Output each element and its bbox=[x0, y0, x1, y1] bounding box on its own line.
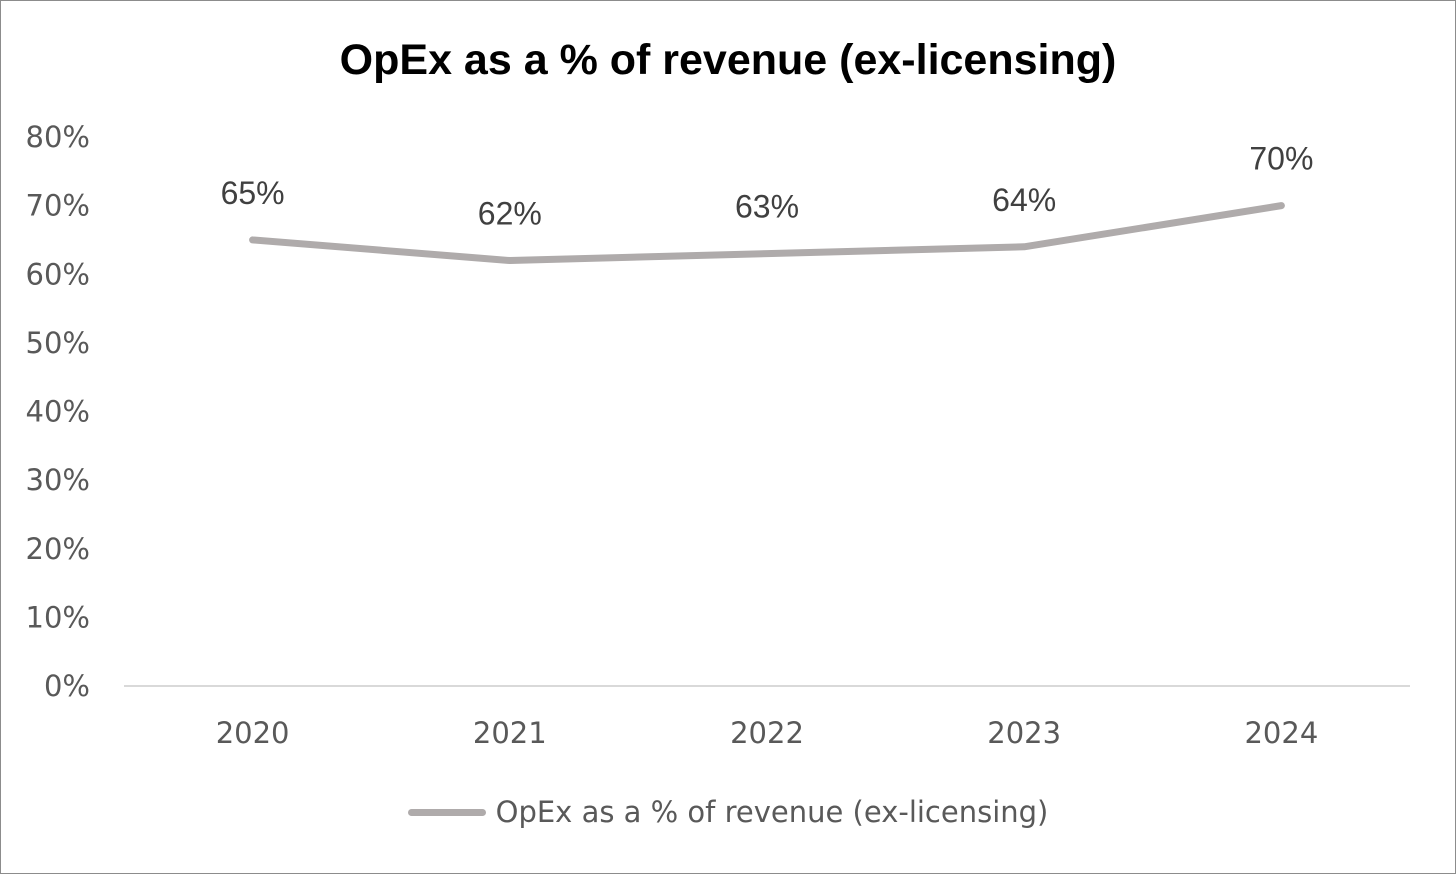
legend-swatch bbox=[407, 808, 486, 816]
y-tick-label: 40% bbox=[26, 395, 90, 429]
x-tick-label: 2024 bbox=[1244, 716, 1318, 750]
x-tick-label: 2020 bbox=[216, 716, 290, 750]
x-axis-ticks: 2020 2021 2022 2023 2024 bbox=[216, 716, 1319, 750]
series-lines bbox=[249, 202, 1285, 265]
data-label: 65% bbox=[221, 175, 285, 211]
y-tick-label: 50% bbox=[26, 326, 90, 360]
y-tick-label: 20% bbox=[26, 532, 90, 566]
y-axis-ticks: 0% 10% 20% 30% 40% 50% 60% 70% 80% bbox=[26, 120, 90, 703]
x-tick-label: 2021 bbox=[473, 716, 547, 750]
chart-title: OpEx as a % of revenue (ex-licensing) bbox=[339, 36, 1117, 84]
y-tick-label: 0% bbox=[44, 669, 90, 703]
legend: OpEx as a % of revenue (ex-licensing) bbox=[0, 792, 1456, 832]
legend-label: OpEx as a % of revenue (ex-licensing) bbox=[495, 795, 1049, 829]
data-label: 63% bbox=[735, 189, 799, 225]
x-tick-label: 2022 bbox=[730, 716, 804, 750]
y-tick-label: 30% bbox=[26, 463, 90, 497]
data-label: 64% bbox=[992, 182, 1056, 218]
series-line bbox=[249, 202, 1285, 265]
y-tick-label: 60% bbox=[26, 257, 90, 291]
x-tick-label: 2023 bbox=[987, 716, 1061, 750]
y-tick-label: 10% bbox=[26, 600, 90, 634]
data-label: 70% bbox=[1249, 141, 1313, 177]
y-tick-label: 80% bbox=[26, 120, 90, 154]
data-labels: 65% 62% 63% 64% 70% bbox=[221, 141, 1314, 232]
y-tick-label: 70% bbox=[26, 189, 90, 223]
data-label: 62% bbox=[478, 196, 542, 232]
